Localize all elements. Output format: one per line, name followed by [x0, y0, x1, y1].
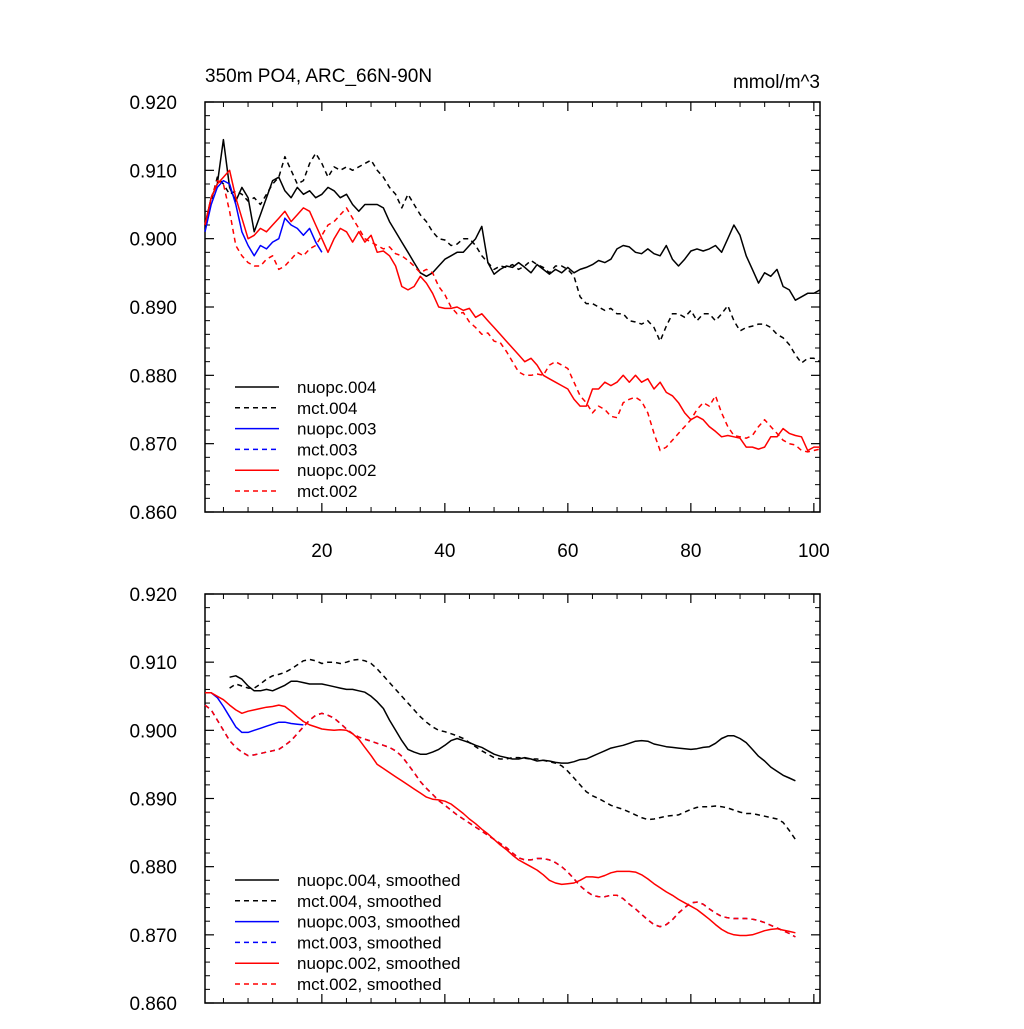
- legend-label: mct.004, smoothed: [297, 892, 442, 911]
- y-tick-label: 0.870: [129, 435, 177, 456]
- series-line: [204, 152, 821, 364]
- x-tick-labels: 20 40 60 80 100: [311, 541, 829, 562]
- series-line: [229, 675, 796, 782]
- units-label: mmol/m^3: [733, 72, 820, 93]
- tick-marks: [205, 593, 820, 1004]
- series-line: [205, 692, 796, 937]
- bottom-panel: 0.860 0.870 0.880 0.890 0.900 0.910 0.92…: [129, 585, 821, 1015]
- y-tick-label: 0.890: [129, 790, 177, 811]
- y-tick-label: 0.900: [129, 230, 177, 251]
- legend-label: mct.002: [297, 482, 357, 501]
- y-tick-label: 0.910: [129, 161, 177, 182]
- legend-label: mct.002, smoothed: [297, 975, 442, 994]
- x-tick-label: 100: [798, 541, 830, 562]
- series-line: [204, 138, 821, 301]
- y-tick-labels: 0.860 0.870 0.880 0.890 0.900 0.910 0.92…: [129, 585, 177, 1015]
- legend: nuopc.004, smoothed mct.004, smoothed nu…: [235, 871, 461, 994]
- legend-label: nuopc.004: [297, 378, 376, 397]
- y-tick-label: 0.890: [129, 298, 177, 319]
- series-line: [204, 704, 796, 938]
- x-tick-label: 80: [680, 541, 701, 562]
- series-lines: [204, 138, 821, 453]
- legend-label: mct.003: [297, 440, 357, 459]
- y-tick-label: 0.920: [129, 585, 177, 606]
- series-lines: [204, 658, 797, 938]
- y-tick-label: 0.860: [129, 503, 177, 524]
- legend-label: nuopc.004, smoothed: [297, 871, 461, 890]
- legend-label: nuopc.003: [297, 420, 376, 439]
- legend-label: nuopc.002, smoothed: [297, 954, 461, 973]
- legend-label: nuopc.002: [297, 461, 376, 480]
- y-tick-labels: 0.860 0.870 0.880 0.890 0.900 0.910 0.92…: [129, 93, 177, 524]
- y-tick-label: 0.870: [129, 926, 177, 947]
- y-tick-label: 0.920: [129, 93, 177, 114]
- series-line: [204, 169, 820, 452]
- legend-label: mct.004: [297, 399, 357, 418]
- legend-label: nuopc.003, smoothed: [297, 913, 461, 932]
- x-tick-label: 40: [434, 541, 455, 562]
- tick-marks: [205, 101, 820, 513]
- series-line: [205, 692, 304, 734]
- legend: nuopc.004 mct.004 nuopc.003 mct.003 nuop…: [235, 378, 376, 501]
- top-panel: 0.860 0.870 0.880 0.890 0.900 0.910 0.92…: [129, 93, 829, 562]
- chart-title: 350m PO4, ARC_66N-90N: [205, 66, 432, 87]
- y-tick-label: 0.900: [129, 721, 177, 742]
- y-tick-label: 0.880: [129, 858, 177, 879]
- series-line: [204, 179, 821, 453]
- y-tick-label: 0.860: [129, 994, 177, 1015]
- legend-label: mct.003, smoothed: [297, 933, 442, 952]
- series-line: [204, 179, 323, 257]
- y-tick-label: 0.910: [129, 653, 177, 674]
- y-tick-label: 0.880: [129, 366, 177, 387]
- x-tick-label: 20: [311, 541, 332, 562]
- x-tick-label: 60: [557, 541, 578, 562]
